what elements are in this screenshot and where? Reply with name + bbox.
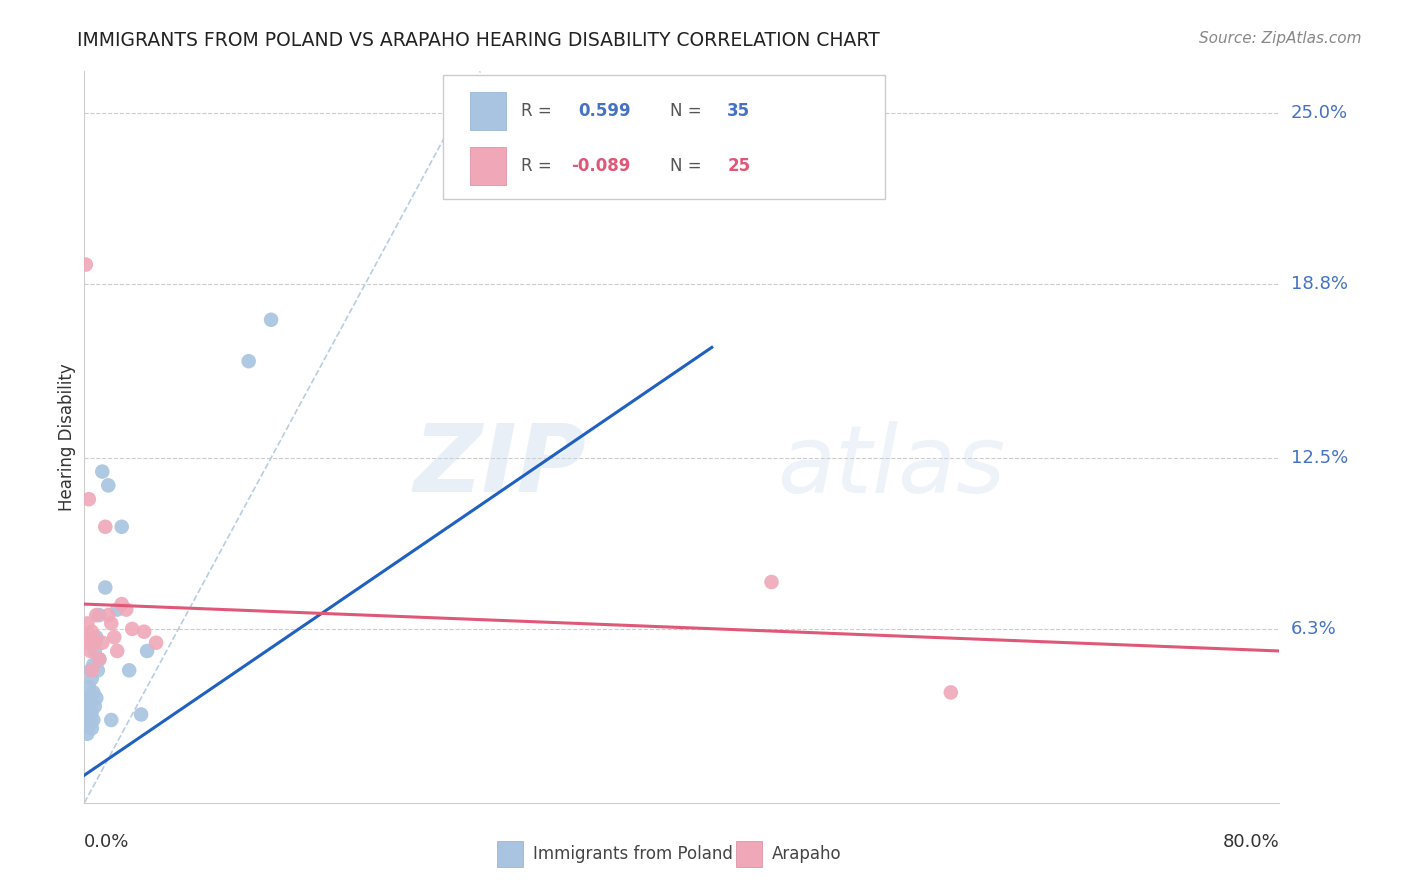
Point [80, 672, 103, 686]
Text: Source: ZipAtlas.com: Source: ZipAtlas.com [1198, 31, 1361, 46]
Text: 80.0%: 80.0% [1223, 833, 1279, 851]
Point [100, 616, 122, 631]
Point [91, 465, 114, 479]
Point [97, 478, 120, 492]
Point [80, 663, 103, 677]
Point [82, 630, 104, 644]
Point [82, 713, 104, 727]
Point [939, 685, 962, 699]
Text: IMMIGRANTS FROM POLAND VS ARAPAHO HEARING DISABILITY CORRELATION CHART: IMMIGRANTS FROM POLAND VS ARAPAHO HEARIN… [77, 31, 880, 50]
Point [111, 597, 134, 611]
Point [80, 624, 103, 639]
Text: 25: 25 [727, 158, 751, 176]
Point [94, 581, 117, 595]
Point [121, 622, 143, 636]
Text: -0.089: -0.089 [571, 158, 630, 176]
Point [75, 718, 97, 732]
Text: ZIP: ZIP [413, 420, 586, 512]
Point [79, 690, 101, 705]
Point [94, 520, 117, 534]
Point [103, 630, 125, 644]
Point [76, 690, 98, 705]
Point [100, 713, 122, 727]
Point [80, 705, 103, 719]
Text: 12.5%: 12.5% [1291, 449, 1348, 467]
Point [83, 644, 105, 658]
Point [79, 644, 101, 658]
Point [80, 721, 103, 735]
Y-axis label: Hearing Disability: Hearing Disability [58, 363, 76, 511]
Text: N =: N = [671, 158, 707, 176]
Point [76, 630, 98, 644]
Point [86, 608, 108, 623]
Point [75, 258, 97, 272]
Text: Immigrants from Poland: Immigrants from Poland [533, 845, 733, 863]
Text: atlas: atlas [778, 421, 1005, 512]
Point [79, 663, 101, 677]
Point [82, 685, 104, 699]
Point [76, 707, 98, 722]
FancyBboxPatch shape [471, 147, 506, 186]
Point [136, 644, 159, 658]
FancyBboxPatch shape [443, 75, 886, 200]
Point [79, 713, 101, 727]
Point [238, 354, 260, 368]
Point [761, 574, 783, 589]
Point [111, 520, 134, 534]
Text: N =: N = [671, 103, 707, 120]
Point [89, 608, 111, 623]
Text: R =: R = [520, 103, 557, 120]
Point [77, 636, 100, 650]
Text: 25.0%: 25.0% [1291, 103, 1348, 122]
Point [87, 663, 110, 677]
Point [86, 630, 108, 644]
Text: 0.599: 0.599 [578, 103, 630, 120]
Text: 18.8%: 18.8% [1291, 275, 1347, 293]
Point [76, 727, 98, 741]
Point [132, 624, 156, 639]
Point [145, 636, 167, 650]
Point [105, 644, 128, 658]
FancyBboxPatch shape [471, 93, 506, 130]
Point [83, 699, 105, 714]
Point [86, 690, 108, 705]
Point [75, 699, 97, 714]
Text: 0.0%: 0.0% [84, 833, 129, 851]
Text: Arapaho: Arapaho [772, 845, 841, 863]
Point [77, 705, 100, 719]
Point [129, 707, 152, 722]
Text: R =: R = [520, 158, 557, 176]
Point [89, 652, 111, 666]
Point [76, 616, 98, 631]
Point [77, 492, 100, 507]
Point [82, 657, 104, 672]
Point [118, 663, 141, 677]
Text: 6.3%: 6.3% [1291, 620, 1336, 638]
Point [83, 636, 105, 650]
FancyBboxPatch shape [735, 841, 762, 867]
Point [115, 602, 138, 616]
Point [89, 652, 111, 666]
Point [97, 608, 120, 623]
Point [105, 602, 128, 616]
FancyBboxPatch shape [496, 841, 523, 867]
Point [91, 636, 114, 650]
Point [260, 312, 283, 326]
Point [77, 680, 100, 694]
Point [77, 718, 100, 732]
Text: 35: 35 [727, 103, 751, 120]
